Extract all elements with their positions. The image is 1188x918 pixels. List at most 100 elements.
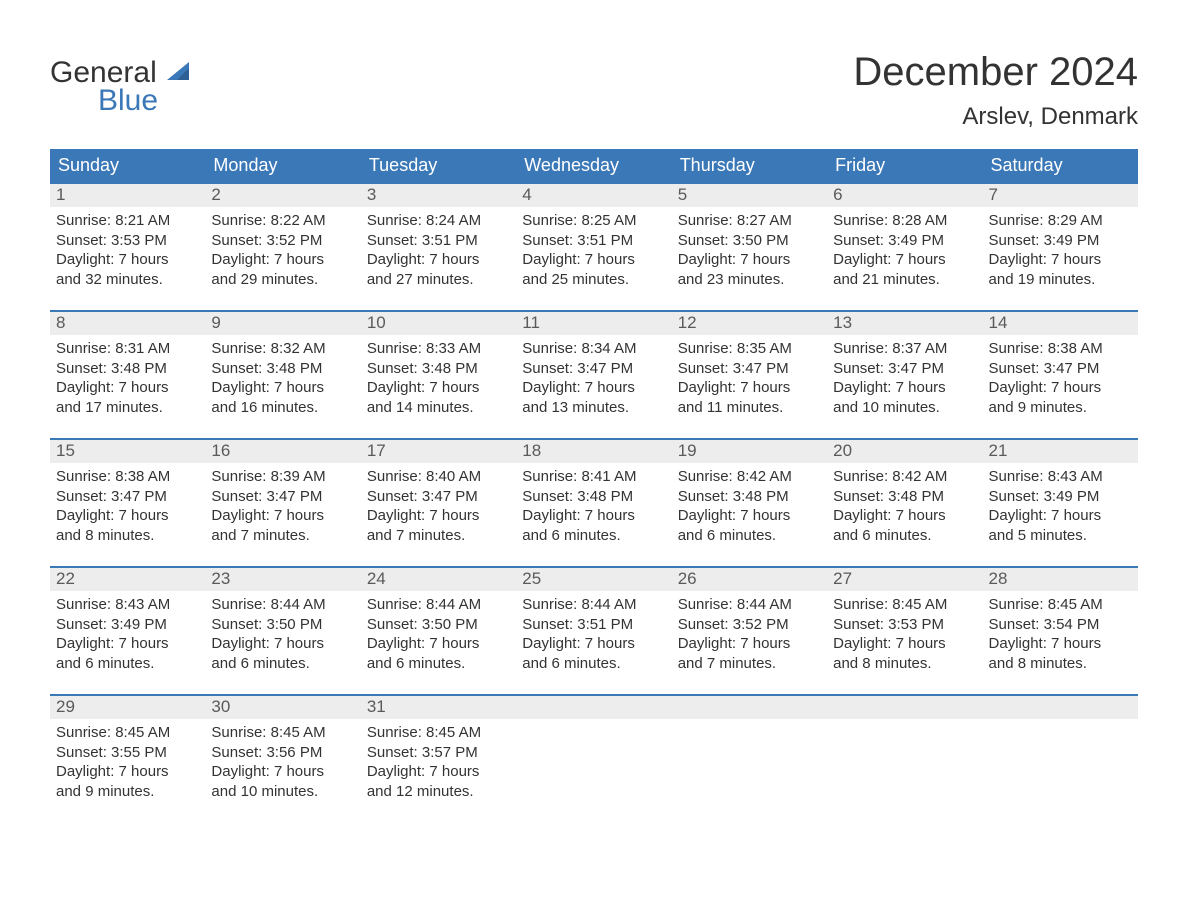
day-number: 21 xyxy=(983,440,1138,463)
day-sunset: Sunset: 3:47 PM xyxy=(833,359,976,379)
day-sunrise: Sunrise: 8:22 AM xyxy=(211,211,354,231)
calendar-cell: 3Sunrise: 8:24 AMSunset: 3:51 PMDaylight… xyxy=(361,182,516,310)
day-sunrise: Sunrise: 8:31 AM xyxy=(56,339,199,359)
day-number: 11 xyxy=(516,312,671,335)
calendar-cell: 27Sunrise: 8:45 AMSunset: 3:53 PMDayligh… xyxy=(827,566,982,694)
day-sunrise: Sunrise: 8:28 AM xyxy=(833,211,976,231)
day-body: Sunrise: 8:45 AMSunset: 3:55 PMDaylight:… xyxy=(50,719,205,805)
calendar-cell: 1Sunrise: 8:21 AMSunset: 3:53 PMDaylight… xyxy=(50,182,205,310)
day-dl1: Daylight: 7 hours xyxy=(211,634,354,654)
day-sunset: Sunset: 3:48 PM xyxy=(367,359,510,379)
day-dl1: Daylight: 7 hours xyxy=(989,634,1132,654)
day-sunset: Sunset: 3:51 PM xyxy=(522,231,665,251)
day-sunrise: Sunrise: 8:44 AM xyxy=(211,595,354,615)
day-sunrise: Sunrise: 8:27 AM xyxy=(678,211,821,231)
day-dl2: and 6 minutes. xyxy=(367,654,510,674)
day-body: Sunrise: 8:37 AMSunset: 3:47 PMDaylight:… xyxy=(827,335,982,421)
day-wrap: 25 Sunrise: 8:44 AMSunset: 3:51 PMDayligh… xyxy=(516,566,671,694)
day-wrap: 13Sunrise: 8:37 AMSunset: 3:47 PMDayligh… xyxy=(827,310,982,438)
calendar-cell: 16Sunrise: 8:39 AMSunset: 3:47 PMDayligh… xyxy=(205,438,360,566)
day-body: Sunrise: 8:41 AMSunset: 3:48 PMDaylight:… xyxy=(516,463,671,549)
day-dl1: Daylight: 7 hours xyxy=(678,250,821,270)
day-sunset: Sunset: 3:55 PM xyxy=(56,743,199,763)
day-number: 25 xyxy=(516,568,671,591)
day-number: 5 xyxy=(672,184,827,207)
calendar-cell: 12Sunrise: 8:35 AMSunset: 3:47 PMDayligh… xyxy=(672,310,827,438)
day-wrap: 21Sunrise: 8:43 AMSunset: 3:49 PMDayligh… xyxy=(983,438,1138,566)
day-wrap: 1Sunrise: 8:21 AMSunset: 3:53 PMDaylight… xyxy=(50,182,205,310)
day-dl2: and 6 minutes. xyxy=(678,526,821,546)
day-wrap-empty xyxy=(827,694,982,822)
col-thursday: Thursday xyxy=(672,149,827,182)
day-sunrise: Sunrise: 8:45 AM xyxy=(367,723,510,743)
day-sunset: Sunset: 3:49 PM xyxy=(833,231,976,251)
day-dl1: Daylight: 7 hours xyxy=(522,634,665,654)
day-sunset: Sunset: 3:53 PM xyxy=(56,231,199,251)
day-body: Sunrise: 8:44 AMSunset: 3:50 PMDaylight:… xyxy=(205,591,360,677)
day-wrap: 18Sunrise: 8:41 AMSunset: 3:48 PMDayligh… xyxy=(516,438,671,566)
day-dl2: and 6 minutes. xyxy=(522,526,665,546)
calendar-week: 15Sunrise: 8:38 AMSunset: 3:47 PMDayligh… xyxy=(50,438,1138,566)
day-number: 8 xyxy=(50,312,205,335)
day-sunrise: Sunrise: 8:45 AM xyxy=(989,595,1132,615)
day-wrap: 17Sunrise: 8:40 AMSunset: 3:47 PMDayligh… xyxy=(361,438,516,566)
day-wrap: 26Sunrise: 8:44 AMSunset: 3:52 PMDayligh… xyxy=(672,566,827,694)
day-dl2: and 25 minutes. xyxy=(522,270,665,290)
day-dl1: Daylight: 7 hours xyxy=(56,762,199,782)
day-sunset: Sunset: 3:51 PM xyxy=(522,615,665,635)
day-sunrise: Sunrise: 8:34 AM xyxy=(522,339,665,359)
day-number: 10 xyxy=(361,312,516,335)
calendar-cell: 22Sunrise: 8:43 AMSunset: 3:49 PMDayligh… xyxy=(50,566,205,694)
day-wrap: 6Sunrise: 8:28 AMSunset: 3:49 PMDaylight… xyxy=(827,182,982,310)
day-wrap: 27Sunrise: 8:45 AMSunset: 3:53 PMDayligh… xyxy=(827,566,982,694)
day-sunrise: Sunrise: 8:37 AM xyxy=(833,339,976,359)
day-body: Sunrise: 8:45 AMSunset: 3:57 PMDaylight:… xyxy=(361,719,516,805)
day-body: Sunrise: 8:40 AMSunset: 3:47 PMDaylight:… xyxy=(361,463,516,549)
day-body: Sunrise: 8:21 AMSunset: 3:53 PMDaylight:… xyxy=(50,207,205,293)
day-dl1: Daylight: 7 hours xyxy=(678,506,821,526)
day-dl1: Daylight: 7 hours xyxy=(367,634,510,654)
day-body: Sunrise: 8:22 AMSunset: 3:52 PMDaylight:… xyxy=(205,207,360,293)
day-dl1: Daylight: 7 hours xyxy=(989,250,1132,270)
day-number: 1 xyxy=(50,184,205,207)
day-sunrise: Sunrise: 8:43 AM xyxy=(989,467,1132,487)
day-body: Sunrise: 8:38 AMSunset: 3:47 PMDaylight:… xyxy=(983,335,1138,421)
day-dl2: and 10 minutes. xyxy=(211,782,354,802)
day-body: Sunrise: 8:42 AMSunset: 3:48 PMDaylight:… xyxy=(672,463,827,549)
day-dl1: Daylight: 7 hours xyxy=(367,378,510,398)
day-wrap: 2Sunrise: 8:22 AMSunset: 3:52 PMDaylight… xyxy=(205,182,360,310)
calendar-cell: 20Sunrise: 8:42 AMSunset: 3:48 PMDayligh… xyxy=(827,438,982,566)
day-dl1: Daylight: 7 hours xyxy=(367,250,510,270)
day-sunset: Sunset: 3:48 PM xyxy=(56,359,199,379)
day-dl1: Daylight: 7 hours xyxy=(56,378,199,398)
day-sunrise: Sunrise: 8:35 AM xyxy=(678,339,821,359)
day-body: Sunrise: 8:24 AMSunset: 3:51 PMDaylight:… xyxy=(361,207,516,293)
calendar-cell: 11Sunrise: 8:34 AMSunset: 3:47 PMDayligh… xyxy=(516,310,671,438)
calendar-cell: 15Sunrise: 8:38 AMSunset: 3:47 PMDayligh… xyxy=(50,438,205,566)
day-dl2: and 12 minutes. xyxy=(367,782,510,802)
day-sunrise: Sunrise: 8:25 AM xyxy=(522,211,665,231)
title-block: December 2024 Arslev, Denmark xyxy=(853,50,1138,131)
calendar-week: 1Sunrise: 8:21 AMSunset: 3:53 PMDaylight… xyxy=(50,182,1138,310)
day-sunset: Sunset: 3:47 PM xyxy=(522,359,665,379)
day-number: 7 xyxy=(983,184,1138,207)
day-dl2: and 6 minutes. xyxy=(522,654,665,674)
day-dl2: and 9 minutes. xyxy=(56,782,199,802)
day-sunrise: Sunrise: 8:44 AM xyxy=(522,595,665,615)
day-wrap: 12Sunrise: 8:35 AMSunset: 3:47 PMDayligh… xyxy=(672,310,827,438)
day-dl2: and 9 minutes. xyxy=(989,398,1132,418)
day-sunset: Sunset: 3:51 PM xyxy=(367,231,510,251)
calendar-week: 22Sunrise: 8:43 AMSunset: 3:49 PMDayligh… xyxy=(50,566,1138,694)
day-wrap: 31Sunrise: 8:45 AMSunset: 3:57 PMDayligh… xyxy=(361,694,516,822)
day-wrap-empty xyxy=(516,694,671,822)
day-sunset: Sunset: 3:47 PM xyxy=(56,487,199,507)
day-wrap: 5Sunrise: 8:27 AMSunset: 3:50 PMDaylight… xyxy=(672,182,827,310)
calendar-cell: 9Sunrise: 8:32 AMSunset: 3:48 PMDaylight… xyxy=(205,310,360,438)
day-number-empty xyxy=(827,696,982,719)
calendar-cell: 13Sunrise: 8:37 AMSunset: 3:47 PMDayligh… xyxy=(827,310,982,438)
day-dl1: Daylight: 7 hours xyxy=(522,250,665,270)
location: Arslev, Denmark xyxy=(853,103,1138,131)
brand-name-part2: Blue xyxy=(98,86,195,116)
day-wrap: 28Sunrise: 8:45 AMSunset: 3:54 PMDayligh… xyxy=(983,566,1138,694)
day-dl2: and 8 minutes. xyxy=(989,654,1132,674)
